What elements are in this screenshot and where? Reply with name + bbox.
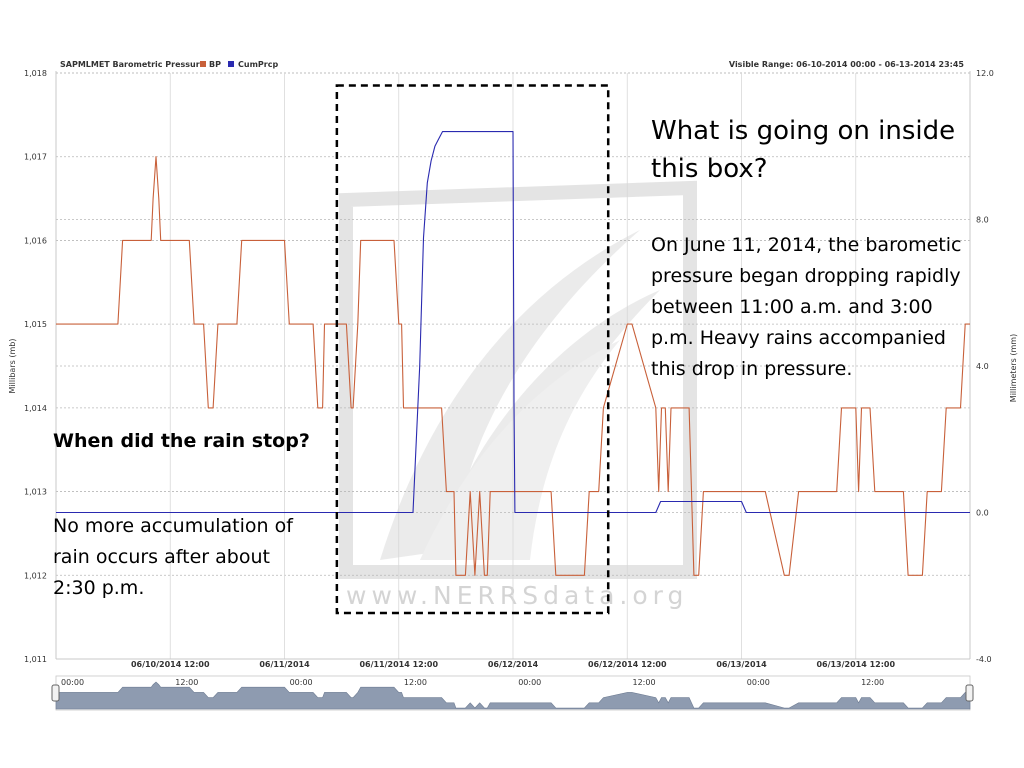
y-tick-label: 1,012 <box>24 571 47 580</box>
annotation-box-layer <box>335 84 610 615</box>
box-explanation-text: On June 11, 2014, the barometic pressure… <box>651 234 962 380</box>
y-tick-label: 1,016 <box>24 236 47 245</box>
series-line-cumprcp <box>56 131 970 514</box>
navigator-label: 12:00 <box>633 678 656 687</box>
y-tick-label: 1,015 <box>24 320 47 329</box>
y-tick-label: 1,013 <box>24 488 47 497</box>
navigator-handle-left[interactable] <box>51 684 60 702</box>
y2-tick-label: 0.0 <box>976 509 989 518</box>
navigator-handle-right[interactable] <box>965 684 974 702</box>
navigator-label: 12:00 <box>175 678 198 687</box>
legend-label-bp[interactable]: BP <box>209 60 221 69</box>
y2-tick-label: -4.0 <box>976 655 992 664</box>
navigator-label: 00:00 <box>518 678 541 687</box>
y-tick-label: 1,011 <box>24 655 47 664</box>
navigator-labels: 00:00 12:00 00:00 12:00 00:00 12:00 00:00 12:00 <box>61 678 884 687</box>
series-layer <box>56 131 970 576</box>
y2-tick-label: 12.0 <box>976 69 994 78</box>
y2-tick-label: 4.0 <box>976 362 989 371</box>
legend-label-cumprcp[interactable]: CumPrcp <box>238 60 278 69</box>
chart-header: SAPMLMET Barometric Pressure BP CumPrcp … <box>60 60 964 69</box>
x-tick-label: 06/11/2014 <box>259 660 310 669</box>
y-tick-label: 1,017 <box>24 153 47 162</box>
watermark-logo <box>339 180 697 579</box>
navigator-label: 12:00 <box>861 678 884 687</box>
chart-title: SAPMLMET Barometric Pressure <box>60 60 206 69</box>
axes: 1,011 1,012 1,013 1,014 1,015 1,016 1,017 1,018… <box>8 69 1018 669</box>
x-tick-label: 06/13/2014 <box>716 660 767 669</box>
y-tick-label: 1,018 <box>24 69 47 78</box>
navigator-label: 12:00 <box>404 678 427 687</box>
navigator-label: 00:00 <box>290 678 313 687</box>
visible-range: Visible Range: 06-10-2014 00:00 - 06-13-… <box>729 60 965 69</box>
x-tick-label: 06/12/2014 <box>488 660 539 669</box>
box-question-text: What is going on inside this box? <box>651 116 956 184</box>
navigator-label: 00:00 <box>61 678 84 687</box>
y2-axis-title: Millimeters (mm) <box>1009 334 1018 402</box>
y-axis-title: Millibars (mb) <box>8 339 17 394</box>
x-tick-label: 06/12/2014 12:00 <box>588 660 667 669</box>
series-line-bp <box>56 156 970 576</box>
legend-swatch-bp[interactable] <box>200 61 206 67</box>
y-tick-label: 1,014 <box>24 404 47 413</box>
navigator-label: 00:00 <box>747 678 770 687</box>
navigator-series-area <box>55 681 971 710</box>
legend-swatch-cumprcp[interactable] <box>228 61 234 67</box>
x-tick-label: 06/13/2014 12:00 <box>816 660 895 669</box>
rain-answer-text: No more accumulation of rain occurs afte… <box>53 515 293 599</box>
x-tick-label: 06/11/2014 12:00 <box>359 660 438 669</box>
x-tick-label: 06/10/2014 12:00 <box>131 660 210 669</box>
rain-question-text: When did the rain stop? <box>53 430 310 452</box>
y2-tick-label: 8.0 <box>976 216 989 225</box>
watermark-text: www.NERRSdata.org <box>346 581 688 610</box>
annotation-box <box>335 84 610 615</box>
watermark: www.NERRSdata.org <box>339 180 697 610</box>
navigator[interactable]: 00:00 12:00 00:00 12:00 00:00 12:00 00:00 12:00 <box>51 675 974 711</box>
